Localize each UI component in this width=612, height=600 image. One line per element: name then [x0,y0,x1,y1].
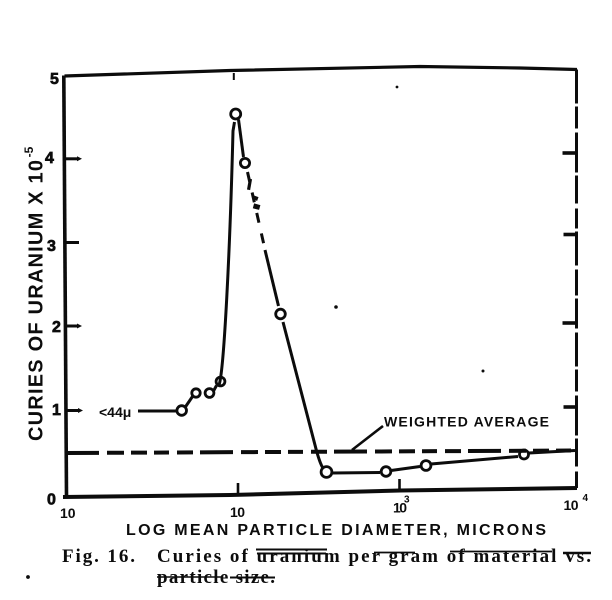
svg-text:Curies of uranium per gram of: Curies of uranium per gram of material v… [157,546,591,567]
svg-text:CURIES OF URANIUM X 10: CURIES OF URANIUM X 10 [26,160,48,441]
svg-text:-5: -5 [22,146,36,157]
svg-text:<44μ: <44μ [99,404,131,420]
svg-text:1: 1 [52,402,61,419]
svg-text:5: 5 [50,71,59,88]
svg-text:4: 4 [583,493,589,504]
svg-text:4: 4 [45,150,54,167]
svg-text:2: 2 [52,319,61,336]
svg-text:Fig. 16.: Fig. 16. [62,546,135,567]
svg-text:3: 3 [47,238,56,255]
svg-text:10: 10 [230,504,245,520]
svg-text:10: 10 [60,505,76,521]
svg-text:0: 0 [47,492,56,509]
svg-text:10: 10 [564,497,579,513]
svg-text:10: 10 [393,500,407,516]
svg-text:WEIGHTED AVERAGE: WEIGHTED AVERAGE [384,414,549,430]
svg-text:3: 3 [404,495,410,506]
svg-text:LOG MEAN PARTICLE DIAMETER, MI: LOG MEAN PARTICLE DIAMETER, MICRONS [126,522,546,539]
